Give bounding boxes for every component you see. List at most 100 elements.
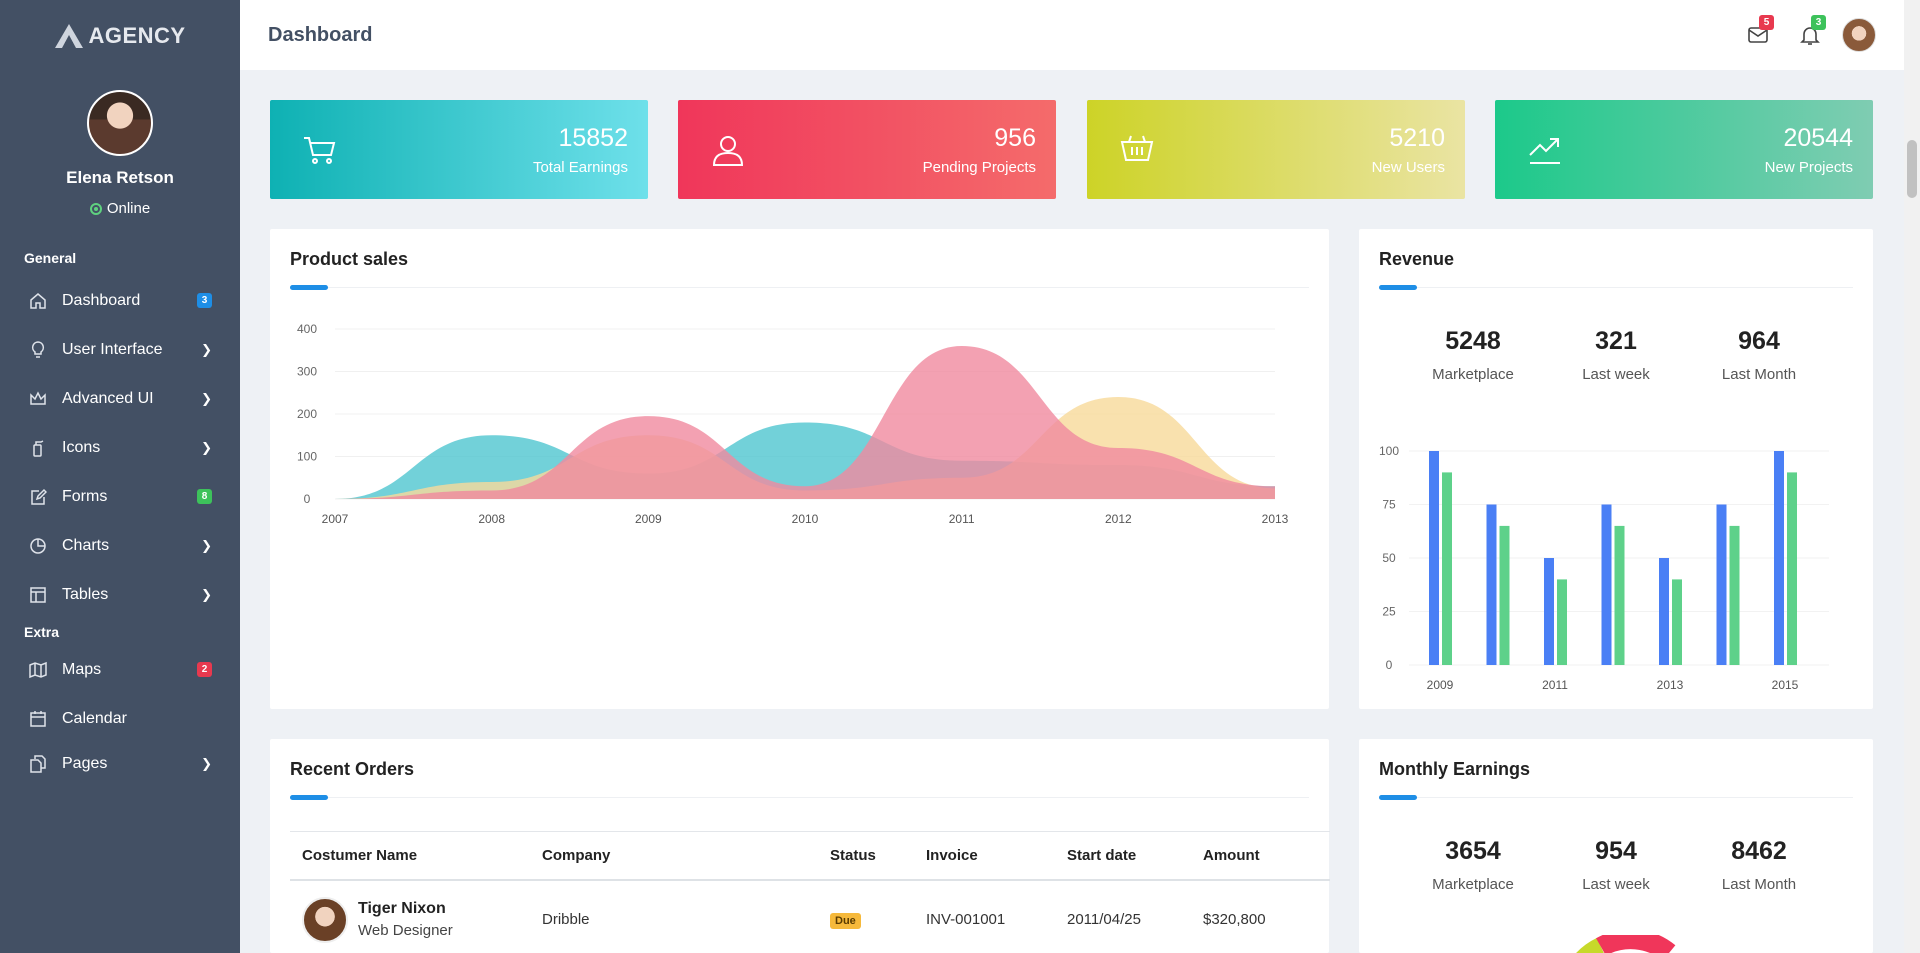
stat-card-new-projects[interactable]: 20544 New Projects — [1495, 100, 1873, 199]
column-header[interactable]: Invoice — [914, 831, 1055, 881]
brand-logo[interactable]: AGENCY — [0, 0, 240, 72]
x-tick-label: 2009 — [635, 512, 662, 526]
chevron-right-icon: ❯ — [201, 537, 212, 553]
metric-value: 3654 — [1445, 837, 1501, 865]
panel-divider — [290, 797, 1309, 798]
bar-2011-series-0 — [1544, 558, 1554, 665]
bar-2011-series-1 — [1557, 579, 1567, 665]
company-cell: Dribble — [530, 879, 818, 953]
stat-text: 15852 Total Earnings — [340, 124, 628, 176]
brand-name: AGENCY — [88, 23, 186, 48]
monthly-metric-last-month: 8462 Last Month — [1689, 837, 1829, 893]
page-scrollbar-track[interactable] — [1904, 0, 1920, 953]
monthly-donut-chart[interactable] — [1539, 935, 1699, 953]
column-header[interactable]: Amount — [1191, 831, 1330, 881]
sidebar-item-tables[interactable]: Tables ❯ — [0, 570, 240, 619]
panel-divider — [290, 287, 1309, 288]
sidebar-item-user-interface[interactable]: User Interface ❯ — [0, 325, 240, 374]
forms-count-badge: 8 — [197, 489, 212, 504]
sidebar-item-label: Forms — [62, 487, 108, 505]
table-icon — [28, 585, 48, 605]
sidebar-item-maps[interactable]: Maps 2 — [0, 645, 240, 694]
chevron-right-icon: ❯ — [201, 341, 212, 357]
nav-section-general: General — [24, 250, 77, 266]
sidebar: AGENCY Elena Retson Online General Dashb… — [0, 0, 240, 953]
sidebar-item-charts[interactable]: Charts ❯ — [0, 521, 240, 570]
metric-label: Last week — [1582, 876, 1650, 893]
monthly-metric-marketplace: 3654 Marketplace — [1403, 837, 1543, 893]
recent-orders-panel: Recent Orders Costumer Name Company Stat… — [270, 739, 1330, 953]
sidebar-item-label: Maps — [62, 660, 102, 678]
user-avatar-menu[interactable] — [1842, 18, 1876, 52]
metric-label: Last Month — [1721, 876, 1797, 893]
chevron-right-icon: ❯ — [201, 439, 212, 455]
mail-button[interactable]: 5 — [1740, 15, 1776, 53]
column-header[interactable]: Start date — [1055, 831, 1191, 881]
panel-title: Product sales — [290, 249, 409, 269]
y-tick-label: 400 — [297, 322, 317, 336]
column-header[interactable]: Costumer Name — [290, 831, 530, 881]
crown-icon — [28, 389, 48, 409]
top-header: Dashboard 5 3 — [240, 0, 1904, 70]
revenue-panel: Revenue 5248 Marketplace 321 Last week 9… — [1359, 229, 1873, 709]
revenue-bar-chart[interactable]: 0 25 50 75 100 2009 2011 2013 2015 — [1359, 419, 1873, 709]
x-tick-label: 2011 — [1542, 678, 1568, 692]
sidebar-item-pages[interactable]: Pages ❯ — [0, 743, 240, 785]
profile-status: Online — [0, 200, 240, 217]
stat-value: 5210 — [1389, 123, 1445, 152]
trending-up-icon — [1525, 130, 1565, 170]
monthly-earnings-panel: Monthly Earnings 3654 Marketplace 954 La… — [1359, 739, 1873, 953]
notifications-button[interactable]: 3 — [1792, 15, 1828, 53]
customer-info: Tiger Nixon Web Designer — [302, 896, 530, 943]
sidebar-item-forms[interactable]: Forms 8 — [0, 472, 240, 521]
sidebar-item-icons[interactable]: Icons ❯ — [0, 423, 240, 472]
metric-label: Last Month — [1721, 366, 1797, 383]
column-header[interactable]: Company — [530, 831, 818, 881]
cart-icon — [300, 130, 340, 170]
avatar[interactable] — [87, 90, 153, 156]
revenue-metric-last-week: 321 Last week — [1546, 327, 1686, 383]
panel-title: Recent Orders — [290, 759, 415, 779]
mail-icon — [1748, 27, 1768, 43]
x-tick-label: 2008 — [478, 512, 505, 526]
stat-value: 20544 — [1783, 123, 1853, 152]
revenue-metric-last-month: 964 Last Month — [1689, 327, 1829, 383]
stat-card-total-earnings[interactable]: 15852 Total Earnings — [270, 100, 648, 199]
bar-2012-series-1 — [1614, 525, 1625, 665]
x-tick-label: 2013 — [1657, 678, 1684, 692]
stat-card-pending-projects[interactable]: 956 Pending Projects — [678, 100, 1056, 199]
bar-2013-series-1 — [1672, 579, 1682, 665]
sidebar-item-dashboard[interactable]: Dashboard 3 — [0, 276, 240, 325]
stat-value: 956 — [994, 123, 1036, 152]
pie-chart-icon — [28, 536, 48, 556]
chevron-right-icon: ❯ — [201, 586, 212, 602]
metric-label: Last week — [1582, 366, 1650, 383]
sidebar-item-label: Calendar — [62, 709, 127, 727]
sidebar-item-label: Dashboard — [62, 291, 141, 309]
page-scrollbar-thumb[interactable] — [1907, 140, 1917, 198]
x-tick-label: 2009 — [1427, 678, 1454, 692]
product-sales-area-chart[interactable]: 0 100 200 300 400 2007 2008 2009 2010 2011 2012 201… — [270, 299, 1329, 689]
sidebar-item-label: Advanced UI — [62, 389, 154, 407]
maps-count-badge: 2 — [197, 662, 212, 677]
stat-label: Total Earnings — [532, 158, 628, 176]
table-row[interactable]: Tiger Nixon Web Designer Dribble Due INV… — [290, 879, 1330, 953]
online-status-icon — [89, 202, 102, 215]
pages-icon — [28, 754, 48, 774]
metric-value: 954 — [1595, 837, 1637, 865]
sidebar-item-calendar[interactable]: Calendar — [0, 694, 240, 743]
stat-text: 956 Pending Projects — [748, 124, 1036, 176]
home-icon — [28, 291, 48, 311]
mail-count-badge: 5 — [1759, 15, 1774, 30]
brand-mark-icon — [55, 24, 84, 48]
stat-card-new-users[interactable]: 5210 New Users — [1087, 100, 1465, 199]
sidebar-item-advanced-ui[interactable]: Advanced UI ❯ — [0, 374, 240, 423]
column-header[interactable]: Status — [818, 831, 914, 881]
stat-text: 20544 New Projects — [1565, 124, 1853, 176]
orders-table: Costumer Name Company Status Invoice Sta… — [290, 831, 1330, 953]
bar-2015-series-0 — [1774, 451, 1784, 665]
sidebar-item-label: Charts — [62, 536, 110, 554]
x-tick-label: 2013 — [1262, 512, 1289, 526]
y-tick-label: 0 — [1386, 658, 1393, 672]
y-tick-label: 50 — [1382, 551, 1396, 565]
